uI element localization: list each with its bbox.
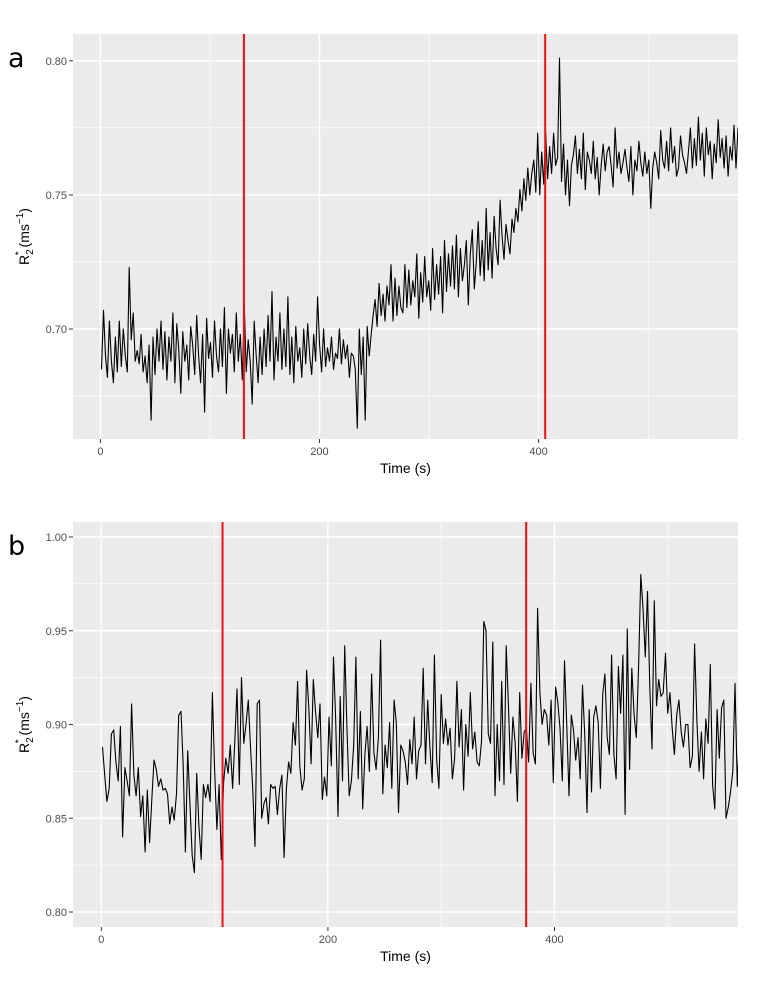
- y-tick-label: 0.80: [46, 56, 67, 68]
- panel-label: b: [8, 531, 25, 562]
- y-tick-label: 1.00: [46, 532, 67, 544]
- y-tick-label: 0.80: [46, 907, 67, 919]
- y-axis-title-sub: 2: [25, 249, 36, 255]
- y-axis-title-main: R: [16, 743, 32, 753]
- y-axis-title-sup: *: [14, 739, 25, 743]
- x-axis-title: Time (s): [380, 948, 431, 964]
- plot-background: [73, 34, 738, 439]
- y-axis-title-unit-open: (ms: [16, 224, 32, 251]
- x-axis-title: Time (s): [380, 460, 431, 476]
- panel-label: a: [8, 43, 25, 74]
- x-tick-label: 0: [97, 446, 103, 458]
- x-tick-label: 0: [98, 934, 104, 946]
- chart-panel-b: b 0 200 400 0.80 0.85 0.90 0.95 1.00 Time (s) R2* …: [8, 522, 738, 964]
- series-line: [101, 573, 738, 874]
- x-tick-label: 400: [545, 934, 563, 946]
- x-tick-label: 400: [529, 446, 547, 458]
- y-axis-title-unit-close: ): [16, 696, 32, 701]
- y-axis-title-unit-close: ): [16, 208, 32, 213]
- y-axis-title-unit-sup: −1: [15, 212, 26, 224]
- y-tick-label: 0.70: [46, 324, 67, 336]
- y-axis-title: R2* (ms−1): [14, 696, 36, 753]
- chart-panel-a: a 0 200 400 0.70 0.75 0.80 Time (s) R2* (ms−1): [8, 34, 738, 476]
- x-tick-label: 200: [310, 446, 328, 458]
- y-axis-title-unit-sup: −1: [15, 700, 26, 712]
- y-axis-title-sup: *: [14, 251, 25, 255]
- y-axis-title-unit-open: (ms: [16, 712, 32, 739]
- y-tick-label: 0.75: [46, 190, 67, 202]
- y-axis-title: R2* (ms−1): [14, 208, 36, 265]
- series-line: [100, 57, 738, 429]
- y-tick-label: 0.85: [46, 813, 67, 825]
- y-tick-label: 0.90: [46, 720, 67, 732]
- y-axis-title-sub: 2: [25, 737, 36, 743]
- y-axis-title-main: R: [16, 255, 32, 265]
- y-tick-label: 0.95: [46, 626, 67, 638]
- x-tick-label: 200: [319, 934, 337, 946]
